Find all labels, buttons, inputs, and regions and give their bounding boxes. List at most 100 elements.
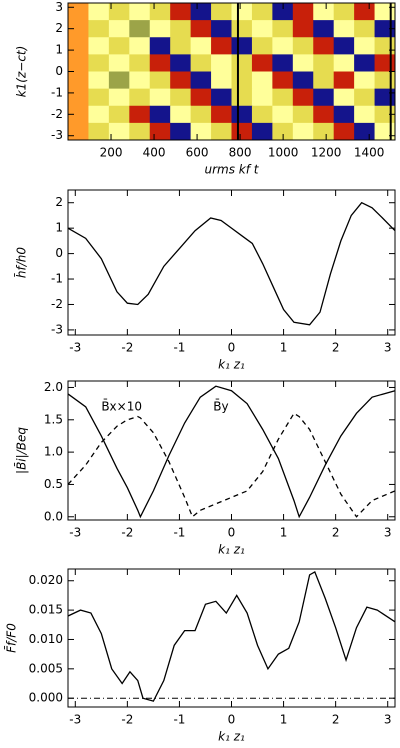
heat-cell [88, 122, 110, 141]
line-series [67, 201, 396, 326]
heat-cell [251, 71, 273, 90]
x-tick-label: -2 [121, 713, 133, 727]
heat-cell [272, 71, 294, 90]
y-tick-label: -2 [51, 107, 63, 121]
heat-cell [211, 88, 232, 107]
plot-frame [67, 568, 396, 708]
x-axis-label: urms kf t [205, 163, 260, 177]
heat-cell [292, 20, 314, 38]
heat-cell [190, 20, 212, 38]
heat-cell [170, 122, 192, 141]
heat-cell [231, 88, 253, 107]
x-tick-label: 0 [228, 713, 236, 727]
heat-cell [129, 88, 151, 107]
x-tick-label: 3 [384, 526, 392, 540]
heat-cell [272, 122, 294, 141]
heat-cell [354, 71, 376, 90]
y-tick-label: 2.0 [44, 380, 63, 394]
x-tick-label: 1 [280, 526, 288, 540]
heat-cell [129, 3, 151, 21]
y-tick-label: 2 [55, 21, 63, 35]
heat-cell [354, 54, 376, 72]
y-tick-label: 0.010 [29, 632, 63, 646]
x-tick-label: 2 [332, 713, 340, 727]
heat-cell [149, 54, 171, 72]
y-tick-label: 0 [55, 64, 63, 78]
heat-cell [108, 54, 130, 72]
x-tick-label: 1 [280, 713, 288, 727]
y-tick-label: 0 [55, 246, 63, 260]
x-axis-label: k₁ z₁ [218, 730, 245, 744]
heat-cell [211, 20, 232, 38]
heat-cell [231, 20, 253, 38]
x-tick-label: 2 [332, 526, 340, 540]
heat-cell [211, 54, 232, 72]
heat-cell [292, 105, 314, 124]
heat-cell [313, 54, 335, 72]
plot-frame [67, 189, 396, 336]
heat-cell [333, 71, 355, 90]
heat-cell [190, 54, 212, 72]
heat-cell [374, 37, 396, 55]
x-tick-label: 3 [384, 341, 392, 355]
heat-cell [374, 3, 396, 21]
heat-cell [231, 71, 253, 90]
heat-cell [333, 3, 355, 21]
x-tick-label: -1 [173, 526, 185, 540]
heat-cell [374, 71, 396, 90]
heat-cell [68, 3, 89, 21]
heat-cell [272, 88, 294, 107]
heat-cell [272, 37, 294, 55]
heat-cell [333, 88, 355, 107]
heat-cell [68, 105, 89, 124]
heat-cell [88, 71, 110, 90]
heat-cell [313, 71, 335, 90]
x-tick-label: 1200 [311, 146, 342, 160]
heat-cell [108, 88, 130, 107]
x-tick-label: -2 [121, 526, 133, 540]
heat-cell [170, 71, 192, 90]
heat-cell [292, 71, 314, 90]
x-tick-label: 0 [228, 526, 236, 540]
heat-cell [170, 37, 192, 55]
heat-cell [129, 20, 151, 38]
x-tick-label: 1 [280, 341, 288, 355]
heat-cell [88, 105, 110, 124]
y-tick-label: -1 [51, 272, 63, 286]
heat-cell [374, 122, 396, 141]
x-axis-label: k₁ z₁ [218, 358, 245, 372]
heat-cell [333, 122, 355, 141]
heat-cell [354, 37, 376, 55]
x-tick-label: 200 [100, 146, 123, 160]
y-tick-label: 0.005 [29, 661, 63, 675]
y-tick-label: -3 [51, 128, 63, 142]
y-tick-label: 1 [55, 43, 63, 57]
x-tick-label: -3 [69, 526, 81, 540]
heat-cell [251, 54, 273, 72]
x-tick-label: -3 [69, 341, 81, 355]
heat-cell [251, 37, 273, 55]
heat-cell [108, 105, 130, 124]
heat-cell [190, 122, 212, 141]
heat-cell [129, 71, 151, 90]
heat-cell [333, 54, 355, 72]
y-tick-label: 0.0 [44, 509, 63, 523]
y-tick-label: 0.020 [29, 573, 63, 587]
heat-cell [108, 122, 130, 141]
heat-cell [211, 122, 232, 141]
heat-cell [292, 88, 314, 107]
heat-cell [68, 20, 89, 38]
line-series [67, 571, 396, 702]
heat-cell [251, 122, 273, 141]
heat-cell [68, 88, 89, 107]
heat-cell [149, 105, 171, 124]
heat-cell [149, 88, 171, 107]
y-tick-label: 0.5 [44, 477, 63, 491]
x-tick-label: 600 [186, 146, 209, 160]
heat-cell [170, 88, 192, 107]
heat-cell [251, 20, 273, 38]
y-tick-label: -1 [51, 85, 63, 99]
x-tick-label: 1000 [268, 146, 299, 160]
heat-cell [211, 3, 232, 21]
heat-cell [88, 88, 110, 107]
